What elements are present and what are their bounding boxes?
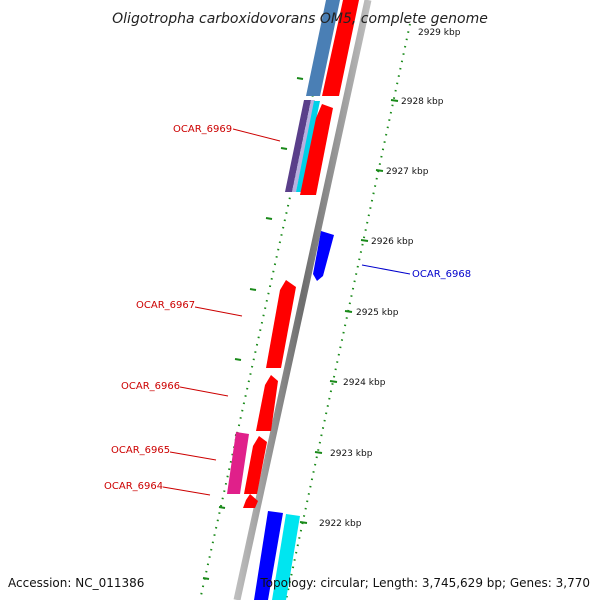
outer-tick [344, 310, 353, 313]
gene-red-6969 [300, 104, 333, 195]
leader-ocar-6966 [179, 386, 229, 397]
gene-labels: OCAR_6969 OCAR_6968 OCAR_6967 OCAR_6966 … [104, 124, 471, 496]
label-ocar-6967: OCAR_6967 [136, 300, 195, 311]
label-ocar-6964: OCAR_6964 [104, 481, 163, 492]
gene-purple [285, 100, 311, 192]
gene-red-6965b [244, 436, 267, 494]
outer-tick [299, 521, 308, 524]
gene-red-top [322, 0, 359, 96]
gene-red-6964 [243, 494, 258, 508]
outer-dotted-guide [285, 23, 411, 600]
label-ocar-6969: OCAR_6969 [173, 124, 232, 135]
label-ocar-6968: OCAR_6968 [412, 269, 471, 280]
gene-magenta-6965 [227, 432, 249, 494]
tick-labels: 2929 kbp 2928 kbp 2927 kbp 2926 kbp 2925… [299, 28, 461, 529]
leader-ocar-6967 [194, 306, 243, 317]
inner-tick [234, 358, 242, 361]
inner-tick [280, 147, 288, 150]
tick-label-2928: 2928 kbp [401, 97, 444, 107]
gene-cyan-small [296, 101, 320, 192]
gene-blue-6968 [313, 231, 334, 281]
gene-features [227, 0, 359, 600]
outer-tick [329, 380, 338, 383]
gene-lavender [292, 100, 315, 192]
inner-tick [202, 577, 210, 580]
gene-steelblue-top [306, 0, 340, 96]
tick-label-2927: 2927 kbp [386, 167, 429, 177]
gene-red-6966 [256, 375, 278, 431]
tick-label-2922: 2922 kbp [319, 519, 362, 529]
tick-label-2925: 2925 kbp [356, 308, 399, 318]
genome-backbone [233, 0, 372, 600]
leader-ocar-6964 [162, 486, 211, 496]
accession-text: Accession: NC_011386 [8, 576, 144, 590]
tick-label-2924: 2924 kbp [343, 378, 386, 388]
topology-text: Topology: circular; Length: 3,745,629 bp… [259, 576, 590, 590]
outer-tick [375, 169, 384, 172]
tick-label-2929: 2929 kbp [418, 28, 461, 38]
outer-tick [314, 451, 323, 454]
outer-tick [390, 99, 399, 102]
inner-tick [265, 217, 273, 220]
gene-cyan-bottom [272, 514, 300, 600]
label-ocar-6966: OCAR_6966 [121, 381, 180, 392]
gene-red-6967 [266, 280, 296, 368]
gene-blue-bottom [254, 511, 283, 600]
leader-ocar-6965 [169, 451, 217, 461]
inner-tick [296, 77, 304, 80]
leader-ocar-6969 [232, 128, 281, 142]
label-ocar-6965: OCAR_6965 [111, 445, 170, 456]
tick-label-2926: 2926 kbp [371, 237, 414, 247]
inner-tick [218, 506, 226, 509]
page-title: Oligotropha carboxidovorans OM5, complet… [112, 11, 488, 27]
outer-tick [360, 239, 369, 242]
tick-label-2923: 2923 kbp [330, 449, 373, 459]
inner-tick [249, 288, 257, 291]
leader-ocar-6968 [361, 264, 411, 275]
